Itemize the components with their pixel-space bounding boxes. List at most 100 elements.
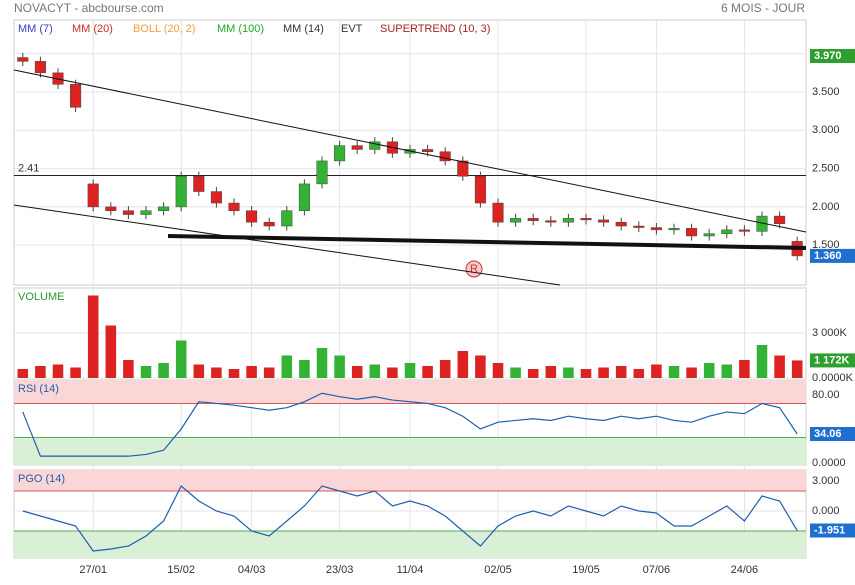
indicator-line: [22, 485, 798, 552]
volume-bar: [598, 367, 609, 378]
y-tick-label: 2.500: [812, 162, 840, 174]
y-tick-label: 3.000: [812, 475, 840, 487]
volume-bar: [633, 369, 645, 378]
candle-body: [562, 218, 574, 223]
candle-body: [580, 218, 592, 221]
value-label: 1.360: [814, 250, 842, 262]
candle-body: [492, 202, 504, 223]
volume-bar: [52, 364, 64, 378]
y-tick-label: 0.0000K: [812, 372, 854, 384]
value-label: 3.970: [814, 50, 842, 62]
candle-body: [228, 202, 240, 211]
volume-bar: [87, 295, 99, 378]
candle-body: [598, 219, 610, 223]
volume-bar: [246, 366, 257, 378]
volume-bar: [545, 366, 557, 378]
volume-bar: [457, 351, 469, 378]
volume-bar: [475, 355, 486, 378]
volume-bar: [70, 367, 81, 378]
candle-body: [703, 233, 715, 237]
y-tick-label: 2.000: [812, 201, 840, 213]
volume-bar: [387, 367, 398, 378]
candle-body: [545, 220, 557, 223]
candle-body: [334, 145, 346, 162]
candle-body: [668, 228, 680, 231]
y-tick-label: 3.000: [812, 124, 840, 136]
panel-title: PGO (14): [18, 473, 65, 485]
volume-bar: [527, 369, 539, 378]
volume-bar: [422, 366, 433, 378]
support-line: [167, 234, 807, 250]
y-tick-label: 0.000: [812, 505, 840, 517]
event-label: R: [470, 263, 478, 275]
volume-bar: [123, 360, 134, 378]
x-tick-label: 11/04: [397, 564, 424, 576]
x-tick-label: 27/01: [79, 564, 107, 576]
trendline: [13, 69, 807, 233]
volume-bar: [404, 363, 416, 378]
value-label-box: [810, 248, 855, 263]
candle-body: [281, 210, 293, 227]
candle-body: [105, 206, 117, 211]
trendline: [13, 204, 561, 286]
volume-bar: [739, 360, 750, 378]
value-label: -1.951: [814, 524, 845, 536]
volume-bar: [175, 340, 187, 378]
candle-body: [510, 218, 522, 223]
y-tick-label: 3.500: [812, 86, 840, 98]
y-tick-label: 3 000K: [812, 327, 848, 339]
y-tick-label: 80.00: [812, 389, 840, 401]
volume-bar: [351, 366, 363, 378]
legend-item: MM (100): [217, 23, 264, 35]
volume-bar: [334, 355, 345, 378]
legend-item: SUPERTREND (10, 3): [380, 23, 490, 35]
volume-bar: [105, 325, 117, 378]
value-label-box: [810, 427, 855, 442]
volume-bar: [369, 364, 381, 378]
oversold-zone: [14, 437, 806, 465]
legend-item: MM (7): [18, 23, 53, 35]
candle-body: [474, 175, 486, 204]
candle-body: [439, 151, 451, 162]
candle-body: [193, 175, 205, 192]
legend-item: EVT: [341, 23, 363, 35]
volume-bar: [263, 367, 275, 378]
candle-body: [721, 229, 733, 234]
volume-bar: [756, 345, 768, 378]
indicator-line: [22, 392, 798, 457]
candle-body: [87, 183, 99, 208]
legend-item: MM (14): [283, 23, 324, 35]
volume-bar: [791, 360, 803, 378]
candle-body: [175, 175, 187, 208]
volume-bar: [563, 367, 574, 378]
volume-bar: [668, 366, 680, 378]
volume-bar: [686, 367, 697, 378]
legend-item: MM (20): [72, 23, 113, 35]
legend-item: BOLL (20, 2): [133, 23, 196, 35]
volume-bar: [615, 366, 627, 378]
x-tick-label: 02/05: [484, 564, 512, 576]
value-label: 34.06: [814, 428, 842, 440]
x-tick-label: 07/06: [643, 564, 671, 576]
value-label-box: [810, 523, 855, 538]
volume-bar: [316, 348, 328, 378]
candle-body: [70, 84, 82, 108]
candle-body: [34, 61, 46, 74]
candle-body: [422, 149, 434, 152]
value-label-box: [810, 48, 855, 63]
candle-body: [316, 160, 328, 185]
panel-title: VOLUME: [18, 291, 64, 303]
volume-bar: [492, 363, 504, 378]
volume-bar: [158, 363, 169, 378]
candle-body: [738, 229, 750, 232]
x-tick-label: 15/02: [167, 564, 195, 576]
trendlines: [13, 69, 807, 286]
volume-bar: [703, 363, 715, 378]
volume-bar: [281, 355, 293, 378]
oversold-zone: [14, 531, 806, 558]
x-tick-label: 24/06: [731, 564, 759, 576]
panel-title: RSI (14): [18, 383, 59, 395]
y-tick-label: 1.500: [812, 239, 840, 251]
candle-body: [527, 218, 539, 221]
candle-body: [298, 183, 310, 211]
